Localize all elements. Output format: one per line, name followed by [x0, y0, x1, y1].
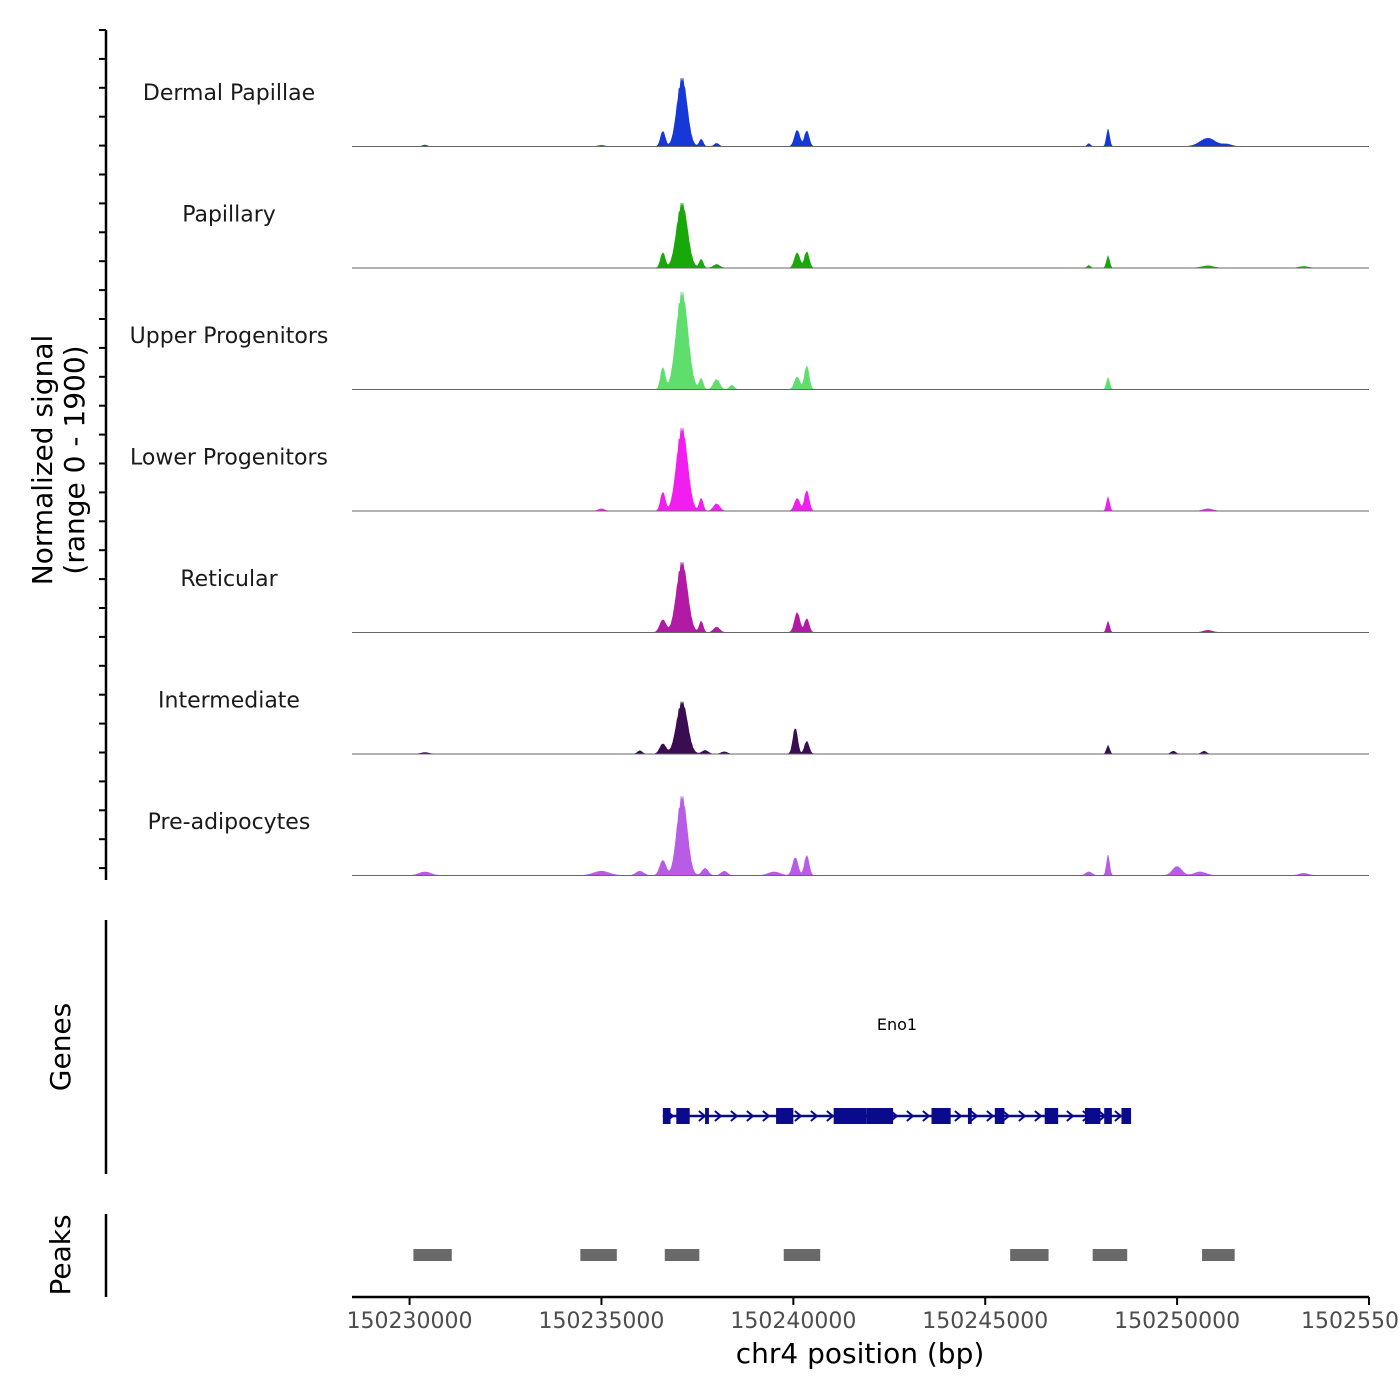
coverage-track: Intermediate: [158, 689, 1369, 755]
gene-exon: [1044, 1108, 1059, 1124]
strand-arrow: [1018, 1110, 1027, 1122]
coverage-track-label: Reticular: [180, 567, 278, 592]
strand-arrow: [810, 1110, 819, 1122]
peak-region: [1010, 1249, 1049, 1261]
gene-exon: [1085, 1108, 1101, 1124]
gene-exon: [662, 1108, 671, 1124]
coverage-track-label: Papillary: [182, 203, 276, 228]
coverage-ylabel-line1: Normalized signal: [26, 335, 59, 586]
strand-arrow: [922, 1110, 931, 1122]
strand-arrow: [954, 1110, 963, 1122]
coverage-track-label: Dermal Papillae: [143, 81, 315, 106]
coverage-track-label: Intermediate: [158, 689, 300, 714]
gene-exon: [676, 1108, 690, 1124]
x-tick-label: 150245000: [922, 1309, 1048, 1334]
gene-exon: [994, 1108, 1005, 1124]
x-tick-label: 150250000: [1114, 1309, 1240, 1334]
x-axis-label: chr4 position (bp): [736, 1337, 985, 1370]
strand-arrow: [794, 1110, 803, 1122]
strand-arrow: [1066, 1110, 1075, 1122]
strand-arrow: [986, 1110, 995, 1122]
coverage-track: Upper Progenitors: [130, 291, 1369, 390]
x-tick-label: 150235000: [538, 1309, 664, 1334]
strand-arrow: [746, 1110, 755, 1122]
coverage-tracks: Dermal Papillae Papillary Upper Progenitor…: [130, 77, 1369, 876]
gene-exon: [866, 1108, 894, 1124]
x-tick-label: 150240000: [730, 1309, 856, 1334]
coverage-track: Dermal Papillae: [143, 77, 1369, 147]
strand-arrow: [1002, 1110, 1011, 1122]
peak-region: [783, 1249, 821, 1261]
coverage-track: Papillary: [182, 203, 1369, 269]
gene-track: Eno1: [662, 1015, 1132, 1124]
coverage-area: [352, 291, 1369, 390]
coverage-area: [352, 796, 1369, 876]
strand-arrow: [1034, 1110, 1043, 1122]
peak-track: [413, 1249, 1235, 1261]
peak-region: [580, 1249, 617, 1261]
peak-region: [413, 1249, 452, 1261]
peak-region: [1092, 1249, 1128, 1261]
gene-exon: [931, 1108, 951, 1124]
gene-exon: [1104, 1108, 1112, 1124]
gene-exon: [705, 1108, 709, 1124]
strand-arrow: [714, 1110, 723, 1122]
peak-region: [1202, 1249, 1235, 1261]
strand-arrow: [906, 1110, 915, 1122]
coverage-track-label: Lower Progenitors: [130, 446, 328, 471]
peaks-panel-label: Peaks: [44, 1214, 77, 1295]
x-tick-label: 150230000: [347, 1309, 473, 1334]
coverage-track: Pre-adipocytes: [148, 796, 1369, 876]
gene-label: Eno1: [877, 1015, 917, 1034]
strand-arrow: [826, 1110, 835, 1122]
peak-region: [664, 1249, 700, 1261]
coverage-ylabel-line2: (range 0 - 1900): [58, 345, 91, 574]
gene-model: Eno1: [662, 1015, 1132, 1124]
coverage-area: [352, 427, 1369, 512]
gene-exon: [1121, 1108, 1132, 1124]
coverage-area: [352, 561, 1369, 633]
strand-arrow: [1114, 1110, 1123, 1122]
coverage-track: Reticular: [180, 561, 1369, 633]
gene-exon: [967, 1108, 972, 1124]
coverage-y-axis-ticks: [99, 29, 106, 870]
gene-exon: [776, 1108, 794, 1124]
coverage-area: [352, 701, 1369, 755]
strand-arrow: [970, 1110, 979, 1122]
x-axis-ticks: 150230000 150235000 150240000 150245000 1502…: [347, 1297, 1399, 1334]
strand-arrow: [698, 1110, 707, 1122]
x-tick-label: 1502550: [1301, 1309, 1399, 1334]
coverage-track: Lower Progenitors: [130, 427, 1369, 512]
genes-panel-label: Genes: [44, 1003, 77, 1091]
coverage-area: [352, 202, 1369, 269]
coverage-track-label: Pre-adipocytes: [148, 810, 311, 835]
gene-exon: [833, 1108, 867, 1124]
coverage-track-label: Upper Progenitors: [130, 324, 329, 349]
strand-arrow: [730, 1110, 739, 1122]
strand-arrow: [762, 1110, 771, 1122]
coverage-area: [352, 77, 1369, 147]
